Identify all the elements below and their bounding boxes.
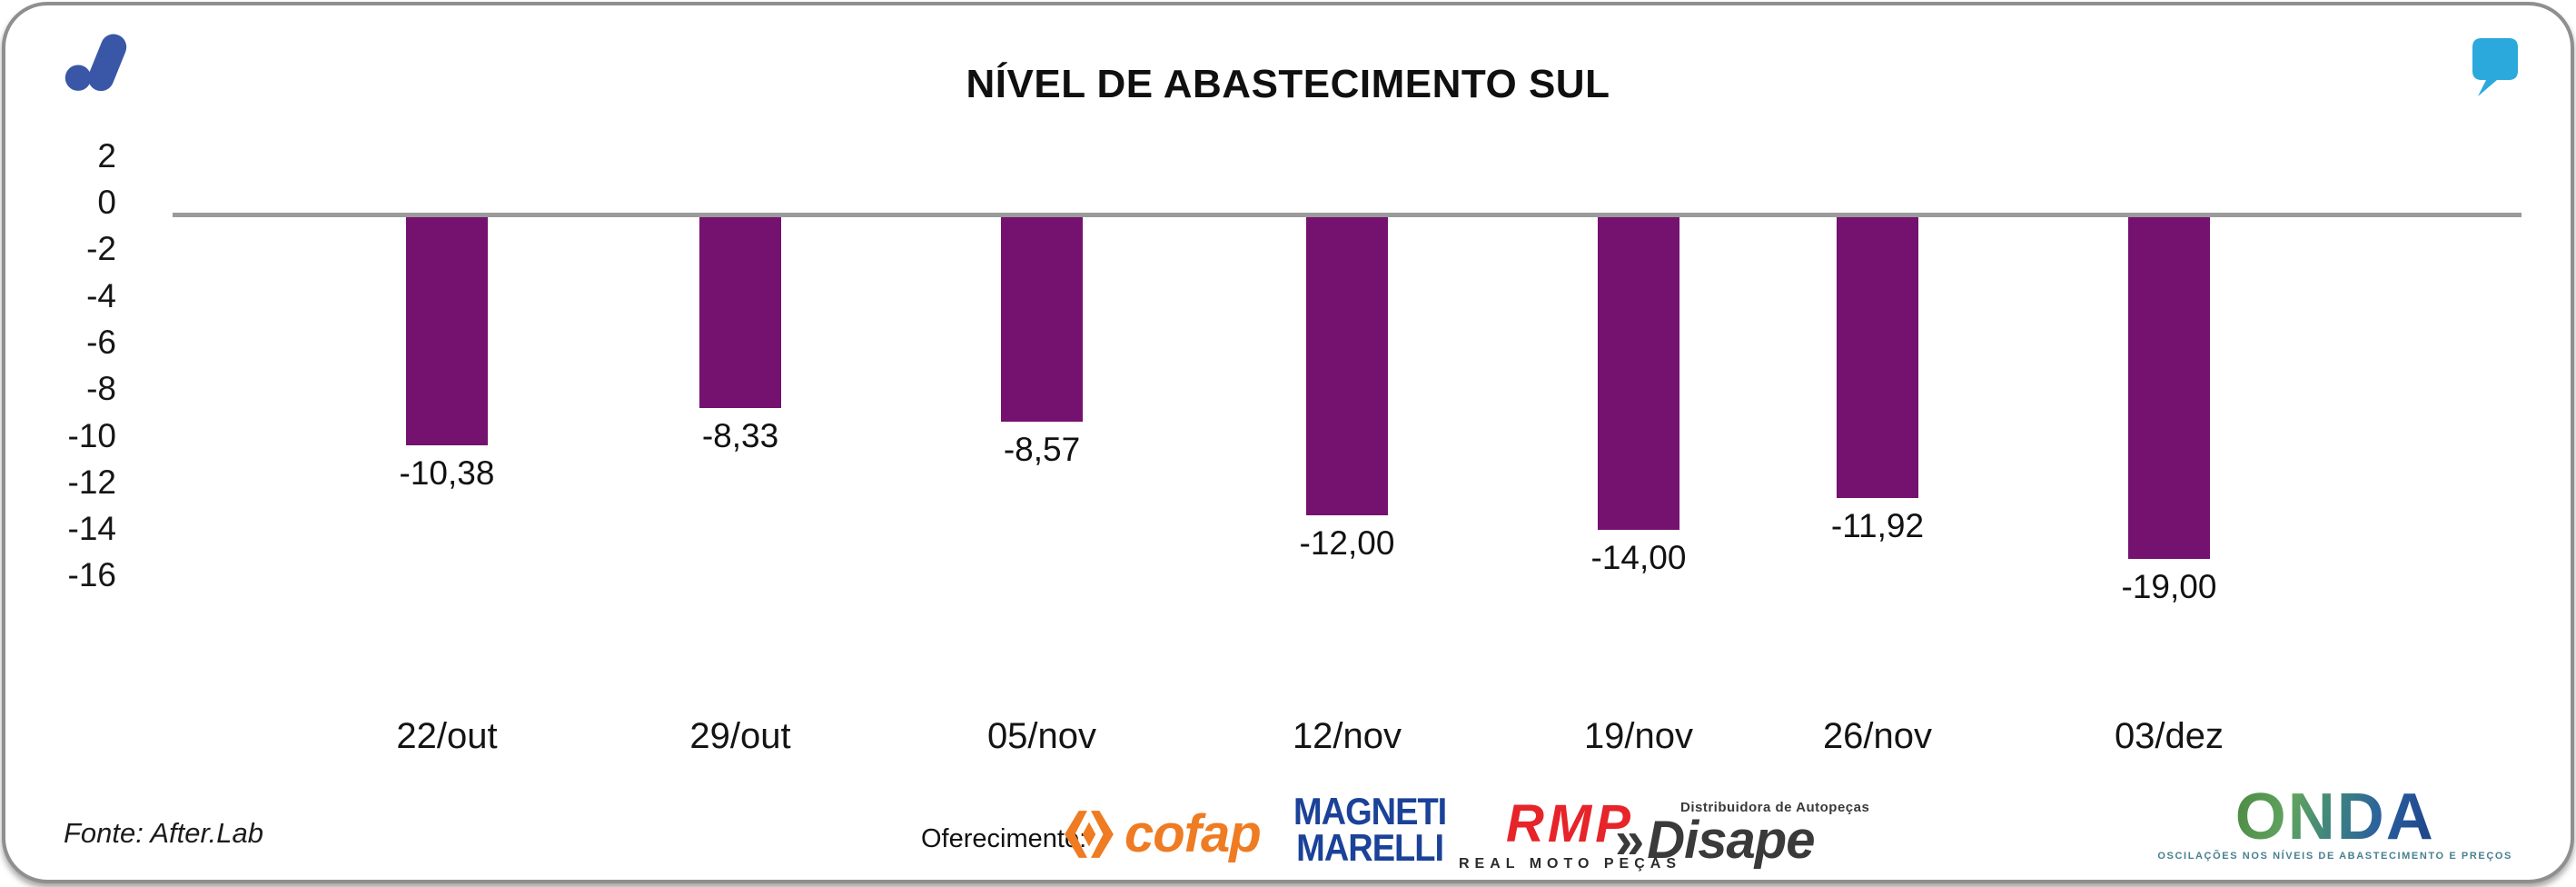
y-axis-tick-label: 0 — [97, 184, 116, 221]
bar — [1598, 217, 1679, 530]
bar-value-label: -8,57 — [1003, 431, 1081, 468]
disape-wordmark: Disape — [1647, 811, 1815, 870]
x-axis-label: 26/nov — [1822, 716, 1933, 756]
y-axis-tick-label: 2 — [97, 136, 116, 174]
afterlab-logo-icon — [64, 34, 127, 92]
onda-tagline: OSCILAÇÕES NOS NÍVEIS DE ABASTECIMENTO E… — [2157, 851, 2512, 862]
onda-wordmark: ONDA — [2234, 781, 2435, 853]
bar-value-label: -19,00 — [2121, 568, 2217, 605]
bar-chart: 2 0 -2 -4 -6 -8 -10 -12 -14 -16 -10,38 22/out -8,33 2… — [5, 5, 2571, 880]
x-axis-label: 05/nov — [986, 716, 1097, 756]
magneti-line1: MAGNETI — [1293, 791, 1447, 834]
bar — [406, 217, 488, 445]
onda-logo: ONDA OSCILAÇÕES NOS NÍVEIS DE ABASTECIME… — [2157, 781, 2512, 862]
disape-chevrons-icon: » — [1615, 811, 1644, 870]
bar-value-label: -11,92 — [1830, 507, 1925, 544]
oferecimento-label: Oferecimento: — [921, 824, 1087, 853]
page-title: NÍVEL DE ABASTECIMENTO SUL — [966, 62, 1610, 106]
cofap-chevron-icon — [1065, 810, 1114, 858]
bar — [1306, 217, 1388, 515]
y-axis-tick-label: -16 — [67, 556, 116, 594]
y-axis-tick-label: -12 — [67, 463, 116, 501]
x-axis-label: 19/nov — [1583, 716, 1694, 756]
x-axis-label: 12/nov — [1292, 716, 1402, 756]
x-axis-label: 03/dez — [2114, 716, 2224, 756]
y-axis-tick-label: -4 — [86, 276, 116, 314]
disape-subtitle: Distribuidora de Autopeças — [1680, 800, 1870, 815]
zero-axis-line — [173, 213, 2522, 217]
bar-value-label: -12,00 — [1299, 524, 1395, 562]
bar-value-label: -14,00 — [1590, 539, 1687, 576]
source-note: Fonte: After.Lab — [64, 817, 263, 849]
bar — [1837, 217, 1918, 498]
x-axis-label: 29/out — [689, 716, 791, 756]
y-axis-tick-label: -10 — [67, 416, 116, 454]
rmp-logo: RMP REAL MOTO PEÇAS — [1459, 798, 1681, 872]
cofap-logo: cofap — [1061, 803, 1262, 864]
bar — [699, 217, 781, 408]
rmp-wordmark: RMP — [1506, 794, 1634, 853]
magneti-marelli-logo: MAGNETI MARELLI — [1293, 791, 1447, 871]
rmp-subtitle: REAL MOTO PEÇAS — [1459, 856, 1681, 872]
magneti-line2: MARELLI — [1296, 827, 1444, 871]
y-axis-tick-label: -6 — [86, 323, 116, 361]
bar — [1001, 217, 1083, 422]
bar — [2128, 217, 2210, 559]
x-axis-label: 22/out — [396, 716, 498, 756]
y-axis-tick-label: -14 — [67, 510, 116, 548]
cofap-wordmark: cofap — [1125, 804, 1262, 863]
bar-value-label: -10,38 — [399, 454, 495, 492]
quote-icon — [2472, 38, 2518, 96]
bar-value-label: -8,33 — [701, 417, 779, 454]
disape-logo: Distribuidora de Autopeças »Disape — [1615, 800, 1870, 867]
y-axis-tick-label: -2 — [86, 230, 116, 268]
y-axis-tick-label: -8 — [86, 370, 116, 408]
